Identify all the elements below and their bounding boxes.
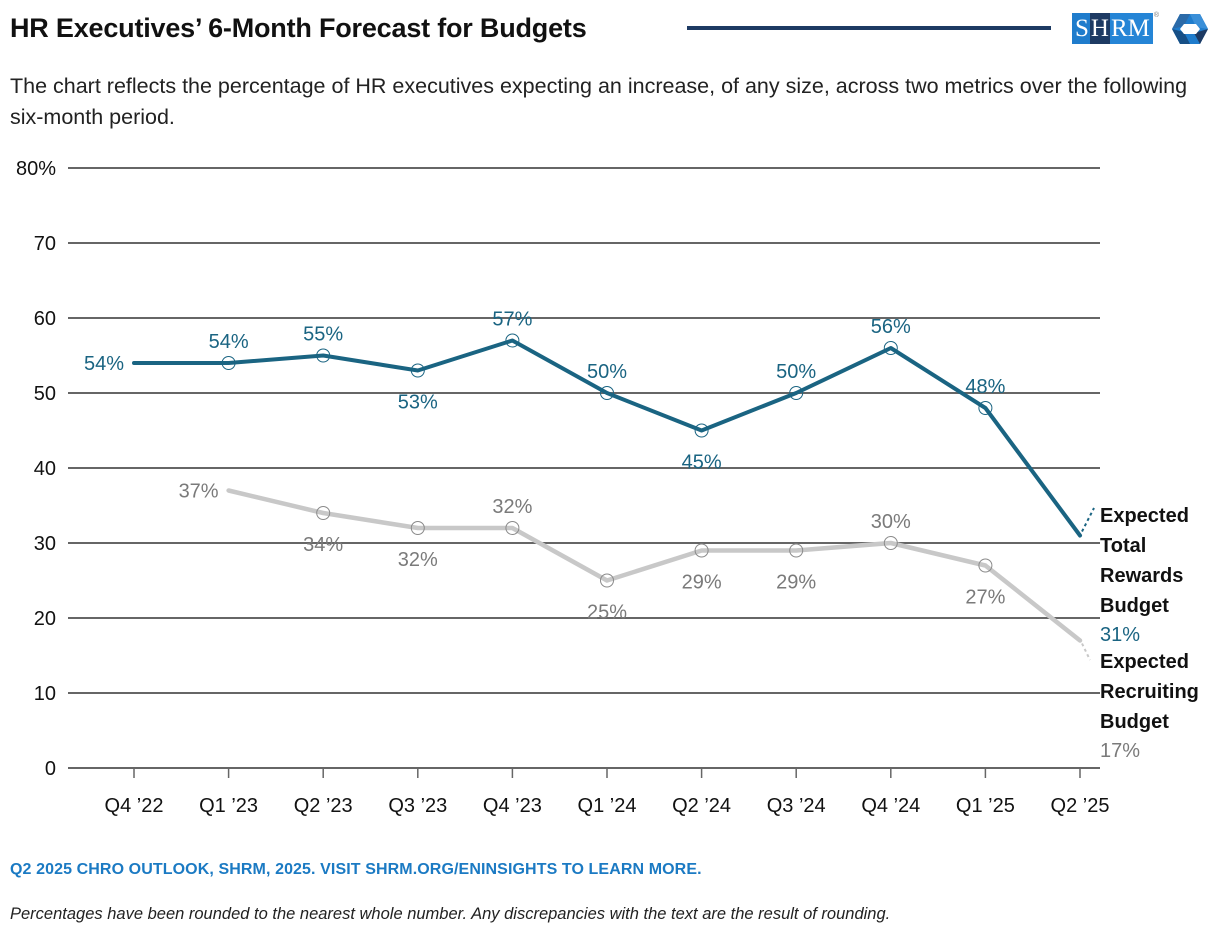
data-label: 54%: [84, 353, 124, 375]
data-label: 32%: [398, 549, 438, 571]
x-tick-label: Q4 ’24: [861, 795, 920, 817]
data-point-marker: [694, 423, 709, 438]
x-tick-label: Q4 ’23: [483, 795, 542, 817]
x-tick-label: Q2 ’25: [1051, 795, 1110, 817]
legend: Expected Total Rewards Budget 31% Expected Rec…: [1081, 505, 1199, 762]
series-line: [226, 488, 1083, 643]
line-chart: 0 10 20 30 40 50 60 70 80% Q4 ’22 Q1 ’23 Q2 ’23 Q3 …: [16, 158, 1199, 817]
chart-subtitle: The chart reflects the percentage of HR …: [10, 74, 1188, 129]
shrm-wordmark: S H RM: [1072, 13, 1153, 44]
legend-leader-total-rewards: [1081, 507, 1095, 532]
y-tick-label: 40: [34, 458, 56, 480]
data-label: 54%: [209, 331, 249, 353]
y-tick-label: 20: [34, 608, 56, 630]
x-tick-label: Q4 ’22: [105, 795, 164, 817]
logo-letter-s: S: [1072, 13, 1090, 44]
y-tick-label: 80%: [16, 158, 56, 180]
data-label: 34%: [303, 534, 343, 556]
legend-label-total-rewards: Budget: [1100, 595, 1169, 617]
data-point-marker: [316, 506, 331, 520]
x-tick-label: Q3 ’23: [388, 795, 447, 817]
y-axis-tick-labels: 0 10 20 30 40 50 60 70 80%: [16, 158, 56, 780]
shrm-hexagon-icon: [1172, 14, 1209, 44]
data-label: 55%: [303, 324, 343, 346]
series-total-rewards: [132, 333, 1082, 538]
data-label: 27%: [965, 587, 1005, 609]
data-point-marker: [316, 348, 331, 363]
legend-label-total-rewards: Rewards: [1100, 565, 1183, 587]
gridlines: [68, 167, 1100, 769]
x-tick-label: Q1 ’23: [199, 795, 258, 817]
data-point-marker: [883, 536, 898, 550]
data-point-marker: [505, 333, 520, 348]
legend-label-total-rewards: Expected: [1100, 505, 1189, 527]
data-label: 25%: [587, 602, 627, 624]
data-label: 50%: [587, 361, 627, 383]
y-tick-label: 60: [34, 308, 56, 330]
y-tick-label: 10: [34, 683, 56, 705]
x-tick-label: Q2 ’23: [294, 795, 353, 817]
data-label: 45%: [682, 452, 722, 474]
x-tick-label: Q1 ’25: [956, 795, 1015, 817]
data-point-marker: [221, 356, 236, 370]
data-point-marker: [883, 341, 898, 355]
y-tick-label: 30: [34, 533, 56, 555]
logo-letter-h: H: [1089, 13, 1110, 44]
legend-label-recruiting: Recruiting: [1100, 681, 1199, 703]
logo-letters-rm: RM: [1109, 13, 1153, 44]
y-tick-label: 70: [34, 233, 56, 255]
legend-label-recruiting: Budget: [1100, 711, 1169, 733]
series-group: [132, 333, 1083, 643]
source-note: Q2 2025 CHRO OUTLOOK, SHRM, 2025. VISIT …: [10, 861, 702, 878]
data-point-marker: [978, 558, 993, 573]
y-tick-label: 0: [45, 758, 56, 780]
data-point-marker: [789, 543, 804, 558]
series-line: [132, 338, 1082, 538]
x-tick-label: Q2 ’24: [672, 795, 731, 817]
data-label: 37%: [179, 481, 219, 503]
data-label: 57%: [492, 309, 532, 331]
data-point-marker: [410, 363, 425, 378]
data-point-marker: [600, 573, 614, 588]
data-labels: 54% 54% 55% 53% 57% 50% 45% 50% 56% 48% 37% 34% 32% 3…: [84, 309, 1006, 624]
registered-mark: ®: [1153, 12, 1160, 19]
x-axis: Q4 ’22 Q1 ’23 Q2 ’23 Q3 ’23 Q4 ’23 Q1 ’24 Q2 ’…: [105, 768, 1110, 817]
data-label: 30%: [871, 511, 911, 533]
legend-label-recruiting: Expected: [1100, 651, 1189, 673]
data-label: 56%: [871, 316, 911, 338]
data-point-marker: [600, 386, 614, 400]
data-point-marker: [410, 521, 425, 535]
legend-label-total-rewards: Total: [1100, 535, 1146, 557]
shrm-logo: S H RM ®: [1072, 12, 1209, 44]
data-label: 53%: [398, 392, 438, 414]
data-point-marker: [789, 386, 804, 400]
title-divider: [687, 26, 1051, 30]
legend-leader-recruiting: [1081, 643, 1091, 661]
data-point-marker: [694, 543, 709, 558]
y-tick-label: 50: [34, 383, 56, 405]
legend-value-recruiting: 17%: [1100, 740, 1140, 762]
data-point-marker: [978, 401, 993, 415]
chart-title: HR Executives’ 6-Month Forecast for Budg…: [10, 13, 587, 43]
data-label: 29%: [776, 572, 816, 594]
data-label: 50%: [776, 361, 816, 383]
data-label: 32%: [492, 496, 532, 518]
data-label: 29%: [682, 572, 722, 594]
rounding-note: Percentages have been rounded to the nea…: [10, 905, 891, 923]
legend-value-total-rewards: 31%: [1100, 624, 1140, 646]
x-tick-label: Q1 ’24: [578, 795, 637, 817]
x-tick-label: Q3 ’24: [767, 795, 826, 817]
series-recruiting: [226, 488, 1083, 643]
data-point-marker: [505, 521, 520, 535]
data-label: 48%: [965, 376, 1005, 398]
